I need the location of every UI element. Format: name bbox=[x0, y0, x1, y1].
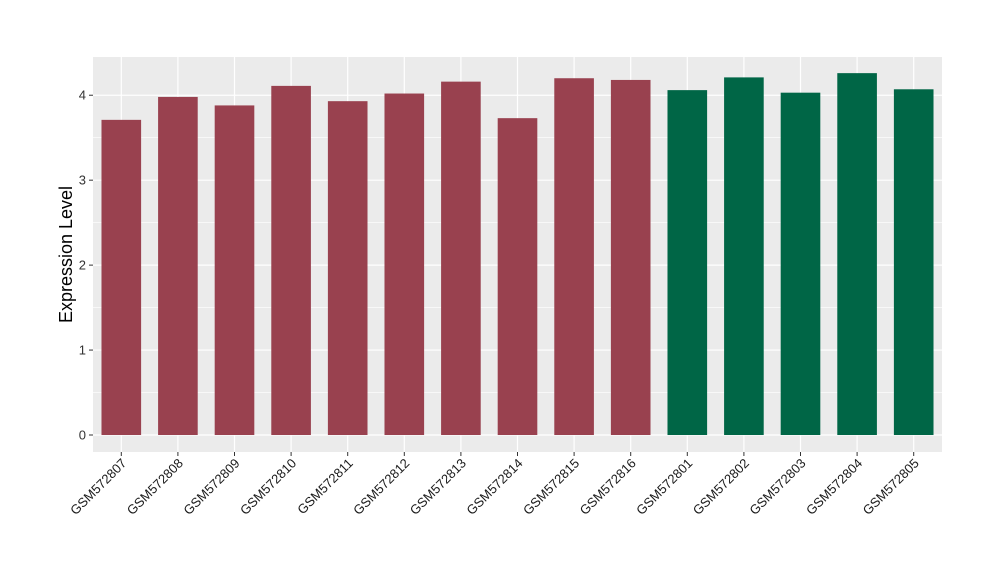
y-axis: 0 1 2 3 4 bbox=[79, 88, 93, 443]
bar-GSM572804 bbox=[837, 73, 877, 436]
bar-GSM572801 bbox=[667, 90, 708, 436]
x-tick-label: GSM572808 bbox=[124, 456, 186, 518]
x-tick-label: GSM572802 bbox=[690, 456, 752, 518]
bar-GSM572802 bbox=[724, 77, 764, 436]
bar-GSM572816 bbox=[610, 79, 651, 436]
y-tick-label: 1 bbox=[79, 343, 86, 358]
bar-GSM572813 bbox=[441, 81, 481, 436]
x-tick-label: GSM572809 bbox=[180, 456, 242, 518]
x-tick-label: GSM572804 bbox=[803, 456, 865, 518]
x-tick-label: GSM572807 bbox=[67, 456, 129, 518]
bars bbox=[101, 73, 934, 436]
bar-GSM572809 bbox=[214, 105, 255, 436]
x-tick-label: GSM572813 bbox=[407, 456, 469, 518]
x-tick-label: GSM572815 bbox=[520, 456, 582, 518]
bar-GSM572811 bbox=[327, 101, 368, 436]
y-tick-label: 3 bbox=[79, 173, 86, 188]
y-tick-label: 4 bbox=[79, 88, 86, 103]
x-tick-label: GSM572801 bbox=[633, 456, 695, 518]
y-axis-title: Expression Level bbox=[56, 186, 76, 323]
bar-GSM572812 bbox=[384, 93, 425, 436]
x-tick-label: GSM572812 bbox=[350, 456, 412, 518]
bar-GSM572808 bbox=[158, 96, 198, 436]
bar-GSM572814 bbox=[497, 118, 538, 436]
x-tick-label: GSM572805 bbox=[860, 456, 922, 518]
x-tick-label: GSM572816 bbox=[577, 456, 639, 518]
bar-GSM572805 bbox=[893, 89, 934, 436]
bar-GSM572815 bbox=[554, 78, 594, 436]
x-tick-label: GSM572810 bbox=[237, 456, 299, 518]
y-tick-label: 2 bbox=[79, 258, 86, 273]
x-tick-label: GSM572814 bbox=[463, 456, 525, 518]
x-axis: GSM572807GSM572808GSM572809GSM572810GSM5… bbox=[67, 452, 922, 518]
x-tick-label: GSM572811 bbox=[294, 456, 356, 518]
y-tick-label: 0 bbox=[79, 428, 86, 443]
bar-GSM572810 bbox=[271, 85, 311, 436]
bar-GSM572807 bbox=[101, 119, 142, 436]
x-tick-label: GSM572803 bbox=[746, 456, 808, 518]
bar-GSM572803 bbox=[780, 92, 821, 436]
